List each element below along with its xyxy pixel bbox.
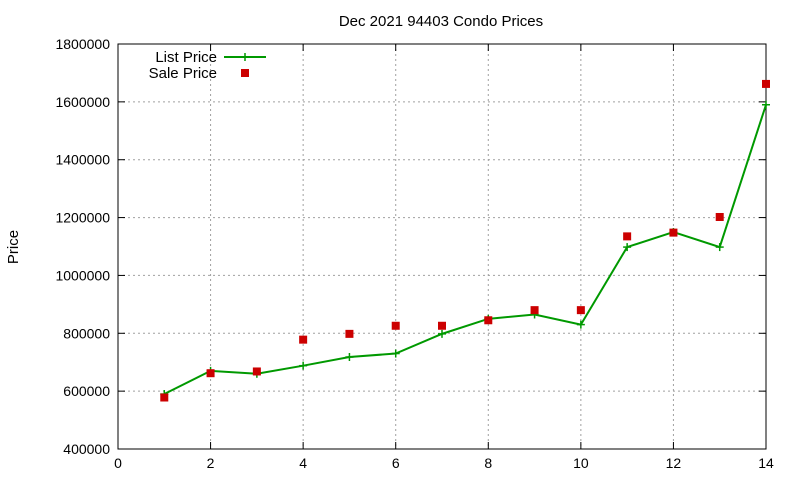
y-tick-label: 1200000 [55, 210, 110, 226]
x-tick-label: 14 [758, 455, 774, 471]
sale-price-point [530, 306, 539, 315]
sale-price-point [438, 321, 446, 330]
series-sale-price [160, 79, 770, 402]
list-price-line [163, 104, 767, 395]
sale-price-point [623, 232, 632, 241]
y-tick-label: 1800000 [55, 36, 110, 52]
x-tick-label: 0 [114, 455, 122, 471]
legend-label: Sale Price [149, 65, 217, 82]
sale-price-point [160, 393, 169, 402]
plot-frame [117, 43, 767, 450]
y-tick-label: 800000 [63, 325, 110, 341]
x-tick-label: 12 [666, 455, 682, 471]
y-tick-label: 600000 [63, 383, 110, 399]
sale-price-point [345, 329, 354, 338]
series-list-price [160, 100, 770, 399]
y-tick-label: 1400000 [55, 152, 110, 168]
grid [118, 44, 766, 449]
series-layer [160, 79, 770, 402]
sale-price-point [206, 369, 215, 378]
chart-title: Dec 2021 94403 Condo Prices [339, 13, 543, 30]
y-axis-label: Price [5, 230, 22, 264]
sale-price-point [762, 79, 770, 88]
x-tick-label: 6 [392, 455, 400, 471]
x-tick-label: 8 [484, 455, 492, 471]
ticks [117, 43, 767, 450]
x-tick-label: 2 [207, 455, 215, 471]
sale-price-point [391, 321, 400, 330]
sale-price-point [299, 335, 308, 344]
sale-price-point [484, 316, 493, 325]
x-tick-label: 4 [299, 455, 307, 471]
sale-price-point [252, 367, 261, 376]
sale-price-point [669, 228, 678, 237]
tick-labels: 0 2 4 6 8 10 12 14 400000 600000 800000 1000000 1200… [55, 36, 774, 471]
x-tick-label: 10 [573, 455, 589, 471]
sale-price-point [576, 306, 585, 315]
legend-square-sample [241, 69, 249, 77]
sale-price-point [715, 212, 724, 221]
legend-label: List Price [155, 49, 217, 66]
y-tick-label: 1000000 [55, 267, 110, 283]
y-tick-label: 400000 [63, 441, 110, 457]
y-tick-label: 1600000 [55, 94, 110, 110]
